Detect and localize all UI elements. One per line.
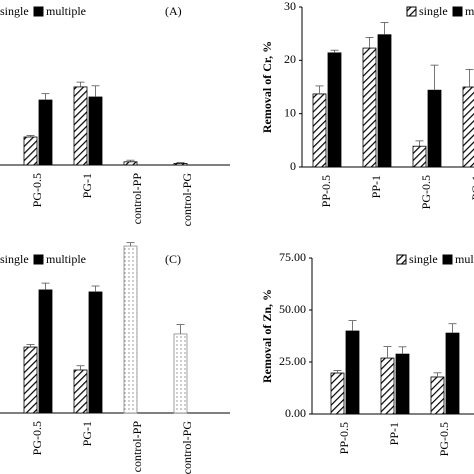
bar bbox=[123, 161, 138, 166]
y-axis-label: Removal of Zn, % bbox=[260, 289, 274, 383]
bar bbox=[395, 353, 410, 415]
legend-swatch bbox=[33, 6, 44, 17]
x-tick-label: PP-0.5 bbox=[337, 422, 351, 454]
legend-label: multiple bbox=[46, 252, 86, 266]
x-tick-label: control-PG bbox=[180, 421, 194, 474]
bar bbox=[462, 86, 474, 168]
bar bbox=[38, 99, 53, 166]
legend-label: multiple bbox=[465, 4, 474, 18]
bar bbox=[23, 136, 38, 166]
bar bbox=[445, 332, 460, 415]
bar bbox=[380, 357, 395, 415]
bar bbox=[412, 145, 427, 168]
x-tick-label: PG-1 bbox=[80, 421, 94, 446]
x-tick-label: PP-0.5 bbox=[319, 175, 333, 207]
panel-label: (A) bbox=[165, 4, 182, 18]
bar bbox=[88, 291, 103, 414]
bar bbox=[362, 47, 377, 168]
legend-label: single bbox=[409, 252, 438, 266]
bar bbox=[23, 346, 38, 414]
x-tick-label: control-PG bbox=[180, 173, 194, 227]
bar bbox=[312, 93, 327, 168]
y-tick-label: 30 bbox=[284, 0, 296, 13]
bar bbox=[430, 376, 445, 415]
y-tick-label: 0 bbox=[290, 159, 296, 173]
x-tick-label: PG-1 bbox=[469, 175, 474, 200]
y-tick-label: 25.00 bbox=[279, 354, 306, 368]
bar bbox=[173, 333, 188, 414]
x-tick-label: PP-1 bbox=[387, 422, 401, 445]
bar bbox=[345, 330, 360, 415]
legend-swatch bbox=[452, 6, 463, 17]
x-tick-label: PG-0.5 bbox=[437, 422, 451, 456]
bar bbox=[330, 372, 345, 415]
legend-label: single bbox=[0, 252, 29, 266]
legend-swatch bbox=[396, 254, 407, 265]
bar bbox=[38, 289, 53, 414]
panel-label: (C) bbox=[165, 252, 181, 266]
x-tick-label: PG-1 bbox=[80, 173, 94, 198]
bar bbox=[427, 89, 442, 168]
legend-label: multiple bbox=[46, 4, 86, 18]
legend-swatch bbox=[442, 254, 453, 265]
x-tick-label: PG-0.5 bbox=[30, 173, 44, 207]
x-tick-label: control-PP bbox=[130, 421, 144, 473]
bar bbox=[173, 162, 188, 166]
y-tick-label: 0.00 bbox=[285, 406, 306, 420]
bar bbox=[73, 86, 88, 166]
bar bbox=[73, 369, 88, 414]
legend-label: single bbox=[419, 4, 448, 18]
y-tick-label: 20 bbox=[284, 52, 296, 66]
x-tick-label: PG-0.5 bbox=[419, 175, 433, 209]
x-tick-label: control-PP bbox=[130, 173, 144, 225]
legend-swatch bbox=[33, 254, 44, 265]
bar bbox=[327, 52, 342, 168]
y-tick-label: 75.00 bbox=[279, 250, 306, 264]
x-tick-label: PG-0.5 bbox=[30, 421, 44, 455]
y-axis-label: Removal of Cr, % bbox=[260, 41, 274, 133]
legend-label: single bbox=[0, 4, 29, 18]
y-tick-label: 10 bbox=[284, 105, 296, 119]
legend-swatch bbox=[406, 6, 417, 17]
x-tick-label: PP-1 bbox=[369, 175, 383, 198]
legend-label: multiple bbox=[455, 252, 474, 266]
bar bbox=[377, 34, 392, 168]
bar bbox=[123, 245, 138, 414]
y-tick-label: 50.00 bbox=[279, 302, 306, 316]
bar bbox=[88, 96, 103, 166]
